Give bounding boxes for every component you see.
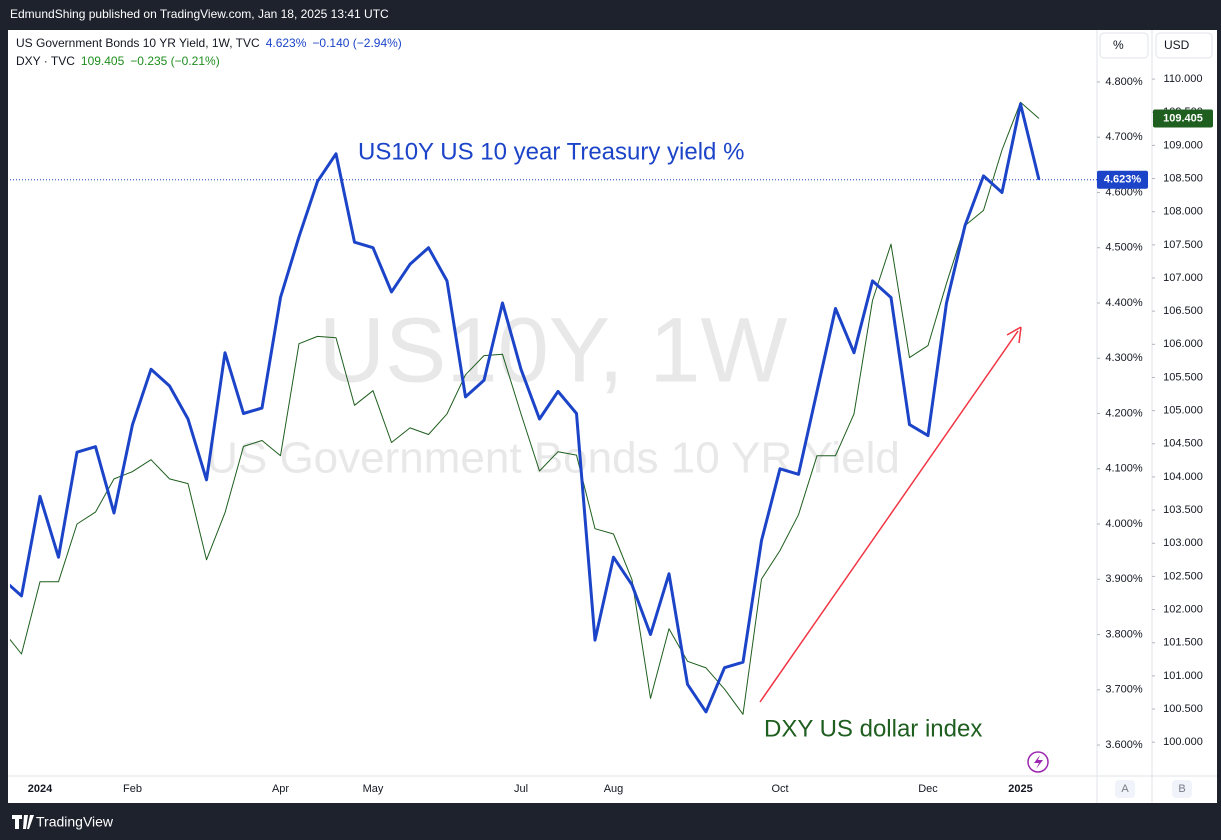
y-tick-label: 104.500: [1163, 438, 1203, 450]
y-tick-label: 104.000: [1163, 471, 1203, 483]
y-tick-label: 106.000: [1163, 338, 1203, 350]
legend-name: DXY · TVC: [16, 54, 75, 68]
y-tick-label: 110.000: [1164, 73, 1203, 85]
annotation: US10Y US 10 year Treasury yield %: [358, 138, 744, 165]
x-tick-label: Dec: [918, 783, 938, 795]
unit-label: %: [1113, 38, 1124, 52]
legend-value: 4.623%: [266, 36, 307, 50]
brand-name: TradingView: [36, 814, 114, 830]
y-tick-label: 4.500%: [1105, 242, 1143, 254]
y-tick-label: 4.100%: [1105, 463, 1143, 475]
scale-button[interactable]: [1115, 780, 1135, 798]
y-tick-label: 103.500: [1163, 504, 1203, 516]
arrow-head: [1006, 326, 1022, 344]
x-tick-label: Apr: [272, 783, 289, 795]
legend-change: −0.235 (−0.21%): [130, 54, 219, 68]
x-tick-label: May: [363, 783, 384, 795]
y-tick-label: 3.800%: [1105, 628, 1143, 640]
y-tick-label: 101.000: [1163, 670, 1203, 682]
scale-label: A: [1121, 783, 1129, 795]
unit-button[interactable]: [1155, 32, 1213, 59]
event-icon[interactable]: [1027, 751, 1049, 773]
y-tick-label: 102.500: [1163, 570, 1203, 582]
x-tick-label: Jul: [514, 783, 528, 795]
event-bolt: [1034, 755, 1043, 769]
x-tick-label: Oct: [771, 783, 788, 795]
y-tick-label: 4.000%: [1105, 518, 1143, 530]
y-tick-label: 105.500: [1163, 371, 1203, 383]
legend-change: −0.140 (−2.94%): [312, 36, 401, 50]
trend-arrow: [759, 330, 1019, 703]
y-tick-label: 101.500: [1163, 637, 1203, 649]
legend-row: DXY · TVC 109.405 −0.235 (−0.21%): [16, 54, 220, 68]
watermark-description: US Government Bonds 10 YR Yield: [206, 434, 900, 483]
series-line: [10, 102, 1041, 714]
legend-value: 109.405: [81, 54, 125, 68]
y-tick-label: 4.300%: [1105, 352, 1143, 364]
y-tick-label: 107.000: [1163, 272, 1203, 284]
price-badge: [1153, 109, 1213, 128]
price-badge: [1097, 170, 1148, 189]
watermark-symbol: US10Y, 1W: [319, 299, 788, 401]
unit-label: USD: [1164, 38, 1190, 52]
y-tick-label: 107.500: [1163, 239, 1203, 251]
plot: [10, 101, 1041, 715]
x-tick-label: Aug: [604, 783, 624, 795]
y-tick-label: 3.900%: [1105, 573, 1143, 585]
watermark: US10Y, 1W US Government Bonds 10 YR Yiel…: [206, 299, 900, 482]
price-badge-label: 4.623%: [1104, 174, 1142, 186]
y-tick-label: 108.500: [1163, 172, 1203, 184]
publisher: EdmundShing published on TradingView.com…: [10, 7, 389, 21]
y-tick-label: 106.500: [1163, 305, 1203, 317]
y-tick-label: 4.400%: [1105, 297, 1143, 309]
y-tick-label: 3.600%: [1105, 739, 1143, 751]
y-tick-label: 4.600%: [1105, 186, 1143, 198]
scale-button[interactable]: [1172, 780, 1192, 798]
y-tick-label: 108.000: [1163, 206, 1203, 218]
x-tick-label: Feb: [123, 783, 142, 795]
y-tick-label: 103.000: [1163, 537, 1203, 549]
price-badge-label: 109.405: [1163, 112, 1203, 124]
brand-logo: [12, 815, 34, 829]
unit-button[interactable]: [1099, 32, 1149, 59]
y-tick-label: 3.700%: [1105, 684, 1143, 696]
scale-label: B: [1178, 783, 1185, 795]
y-tick-label: 102.000: [1163, 603, 1203, 615]
y-tick-label: 109.000: [1163, 139, 1203, 151]
x-tick-label: 2025: [1008, 783, 1032, 795]
y-tick-label: 105.000: [1163, 405, 1203, 417]
y-tick-label: 4.200%: [1105, 407, 1143, 419]
y-tick-label: 4.700%: [1105, 131, 1143, 143]
series-line: [10, 101, 1040, 715]
y-tick-label: 100.500: [1163, 703, 1203, 715]
chart-panel: [8, 30, 1217, 803]
y-tick-label: 100.000: [1163, 736, 1203, 748]
y-tick-label: 4.800%: [1105, 76, 1143, 88]
x-tick-label: 2024: [28, 783, 53, 795]
annotation: DXY US dollar index: [764, 715, 982, 742]
legend-name: US Government Bonds 10 YR Yield, 1W, TVC: [16, 36, 260, 50]
legend-row: US Government Bonds 10 YR Yield, 1W, TVC…: [16, 36, 402, 50]
